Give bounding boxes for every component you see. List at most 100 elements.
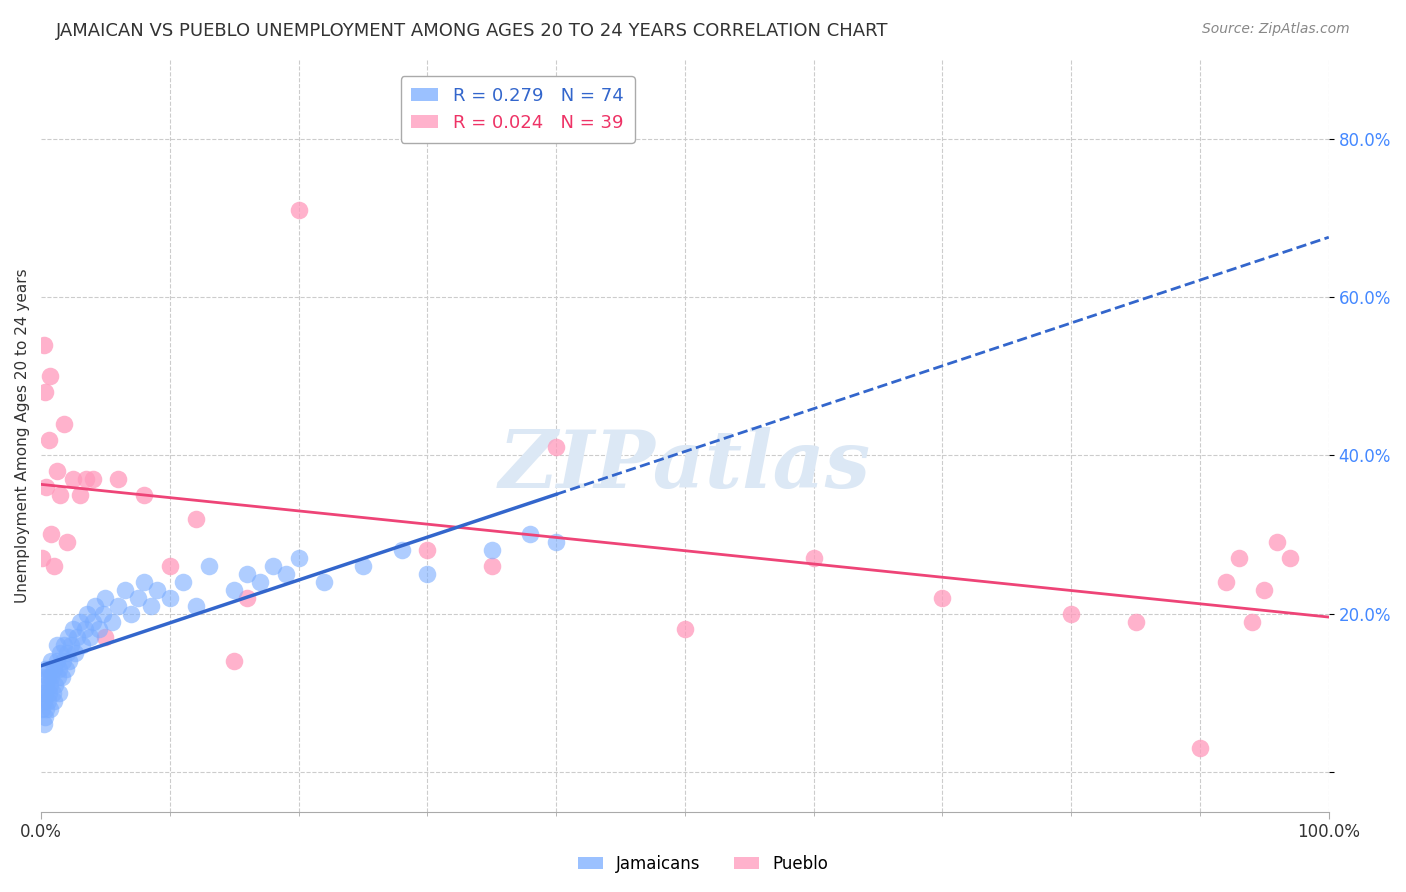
Point <box>1265 535 1288 549</box>
Point <box>1227 551 1250 566</box>
Point <box>416 567 439 582</box>
Point <box>35 701 58 715</box>
Text: JAMAICAN VS PUEBLO UNEMPLOYMENT AMONG AGES 20 TO 24 YEARS CORRELATION CHART: JAMAICAN VS PUEBLO UNEMPLOYMENT AMONG AG… <box>56 22 889 40</box>
Point <box>45 464 67 478</box>
Point <box>38 686 60 700</box>
Point <box>1279 551 1302 566</box>
Point <box>1188 741 1211 756</box>
Y-axis label: Unemployment Among Ages 20 to 24 years: Unemployment Among Ages 20 to 24 years <box>15 268 30 603</box>
Point <box>62 472 84 486</box>
Point <box>56 646 79 660</box>
Point <box>546 441 568 455</box>
Point <box>75 472 97 486</box>
Point <box>51 670 73 684</box>
Point <box>146 582 169 597</box>
Point <box>41 654 63 668</box>
Point <box>39 701 62 715</box>
Point <box>236 591 259 605</box>
Point <box>91 607 114 621</box>
Point <box>32 694 55 708</box>
Point <box>34 686 56 700</box>
Point <box>46 670 69 684</box>
Point <box>673 623 696 637</box>
Point <box>35 678 58 692</box>
Point <box>481 559 503 574</box>
Point <box>44 678 66 692</box>
Point <box>66 631 89 645</box>
Point <box>63 646 86 660</box>
Point <box>127 591 149 605</box>
Point <box>314 574 336 589</box>
Point <box>56 535 79 549</box>
Point <box>274 567 297 582</box>
Point <box>34 384 56 399</box>
Point <box>391 543 413 558</box>
Point <box>1060 607 1083 621</box>
Point <box>62 623 84 637</box>
Point <box>49 488 72 502</box>
Point <box>931 591 953 605</box>
Point <box>32 337 55 351</box>
Point <box>84 599 107 613</box>
Point <box>41 527 63 541</box>
Point <box>82 615 104 629</box>
Point <box>172 574 194 589</box>
Point <box>1253 582 1275 597</box>
Point <box>1240 615 1263 629</box>
Point <box>31 551 53 566</box>
Point <box>42 559 65 574</box>
Point <box>94 631 117 645</box>
Point <box>134 574 156 589</box>
Point <box>41 686 63 700</box>
Point <box>69 615 91 629</box>
Point <box>159 559 181 574</box>
Point <box>34 662 56 676</box>
Point <box>1125 615 1147 629</box>
Point <box>236 567 259 582</box>
Point <box>56 631 79 645</box>
Text: ZIPatlas: ZIPatlas <box>499 427 870 504</box>
Point <box>184 511 207 525</box>
Point <box>37 670 59 684</box>
Point <box>101 615 124 629</box>
Point <box>32 717 55 731</box>
Point <box>32 670 55 684</box>
Point <box>39 369 62 384</box>
Point <box>120 607 142 621</box>
Point <box>107 599 129 613</box>
Point <box>39 678 62 692</box>
Point <box>481 543 503 558</box>
Legend: R = 0.279   N = 74, R = 0.024   N = 39: R = 0.279 N = 74, R = 0.024 N = 39 <box>401 76 634 143</box>
Point <box>69 488 91 502</box>
Point <box>114 582 136 597</box>
Point <box>45 654 67 668</box>
Point <box>224 582 246 597</box>
Point <box>53 638 76 652</box>
Point <box>803 551 825 566</box>
Point <box>42 662 65 676</box>
Point <box>38 433 60 447</box>
Point <box>48 686 70 700</box>
Point <box>55 662 77 676</box>
Point <box>262 559 284 574</box>
Point <box>31 686 53 700</box>
Point <box>1215 574 1237 589</box>
Point <box>48 662 70 676</box>
Point <box>87 623 110 637</box>
Point <box>35 480 58 494</box>
Point <box>52 654 75 668</box>
Point <box>519 527 541 541</box>
Point <box>107 472 129 486</box>
Point <box>197 559 219 574</box>
Point <box>41 670 63 684</box>
Point <box>352 559 374 574</box>
Point <box>134 488 156 502</box>
Text: Source: ZipAtlas.com: Source: ZipAtlas.com <box>1202 22 1350 37</box>
Point <box>82 472 104 486</box>
Point <box>42 694 65 708</box>
Point <box>546 535 568 549</box>
Point <box>31 701 53 715</box>
Point <box>72 638 94 652</box>
Point <box>94 591 117 605</box>
Point <box>76 607 98 621</box>
